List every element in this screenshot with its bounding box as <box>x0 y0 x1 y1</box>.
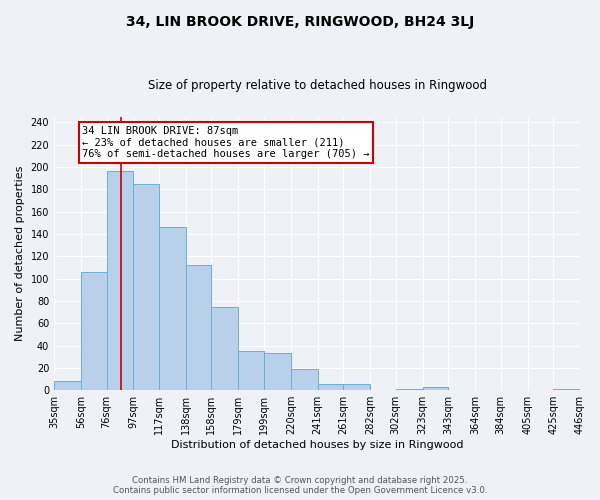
Text: 34, LIN BROOK DRIVE, RINGWOOD, BH24 3LJ: 34, LIN BROOK DRIVE, RINGWOOD, BH24 3LJ <box>126 15 474 29</box>
Bar <box>422 387 448 390</box>
Bar <box>238 351 264 390</box>
Bar <box>264 354 291 390</box>
Bar <box>211 306 238 390</box>
Bar <box>54 382 81 390</box>
Y-axis label: Number of detached properties: Number of detached properties <box>15 166 25 341</box>
Bar <box>186 265 211 390</box>
Bar <box>317 384 343 390</box>
Bar <box>107 172 133 390</box>
Text: 34 LIN BROOK DRIVE: 87sqm
← 23% of detached houses are smaller (211)
76% of semi: 34 LIN BROOK DRIVE: 87sqm ← 23% of detac… <box>82 126 370 159</box>
Bar <box>133 184 159 390</box>
Text: Contains HM Land Registry data © Crown copyright and database right 2025.
Contai: Contains HM Land Registry data © Crown c… <box>113 476 487 495</box>
Bar <box>159 228 186 390</box>
Bar <box>396 389 422 390</box>
Bar <box>553 389 580 390</box>
X-axis label: Distribution of detached houses by size in Ringwood: Distribution of detached houses by size … <box>171 440 463 450</box>
Title: Size of property relative to detached houses in Ringwood: Size of property relative to detached ho… <box>148 79 487 92</box>
Bar <box>291 369 317 390</box>
Bar <box>81 272 107 390</box>
Bar <box>343 384 370 390</box>
